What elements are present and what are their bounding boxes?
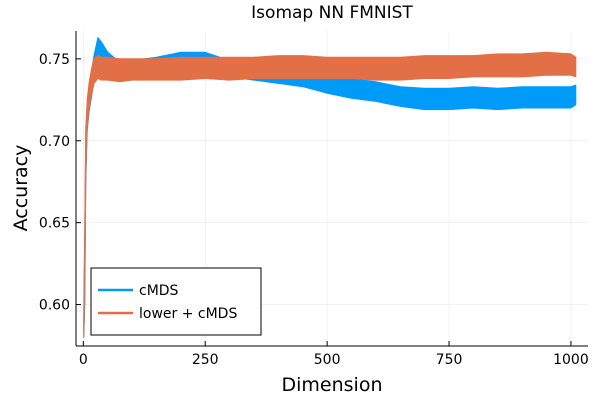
legend-label-lower-cmds: lower + cMDS xyxy=(139,306,237,322)
y-tick-label: 0.75 xyxy=(39,52,70,68)
y-axis-title: Accuracy xyxy=(10,145,32,232)
legend-box xyxy=(90,267,262,336)
x-axis-title: Dimension xyxy=(282,374,383,396)
x-tick-label: 0 xyxy=(79,352,88,368)
legend: cMDS lower + cMDS xyxy=(90,267,262,336)
series-band-lower-cmds xyxy=(83,51,577,338)
axis-ticks: 0 250 500 750 1000 0.60 0.65 0.70 0.75 xyxy=(39,52,589,368)
x-tick-label: 250 xyxy=(192,352,219,368)
x-tick-label: 1000 xyxy=(553,352,589,368)
legend-label-cmds: cMDS xyxy=(139,283,179,299)
y-tick-label: 0.65 xyxy=(39,216,70,232)
chart-title: Isomap NN FMNIST xyxy=(251,3,413,23)
y-tick-label: 0.60 xyxy=(39,298,70,314)
y-tick-label: 0.70 xyxy=(39,134,70,150)
series-bands xyxy=(83,37,577,338)
x-tick-label: 750 xyxy=(436,352,463,368)
x-tick-label: 500 xyxy=(314,352,341,368)
